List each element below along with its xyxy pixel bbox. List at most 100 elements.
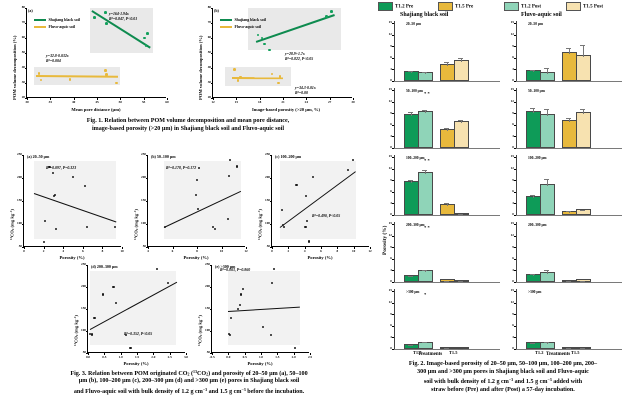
data-point-shajiang	[104, 11, 107, 14]
x-tick-label: T1.5	[449, 350, 458, 355]
data-point	[211, 225, 214, 228]
figure-2-legend-item-3: T1.5 Post	[566, 2, 603, 11]
x-axis-baseline	[516, 81, 622, 82]
x-tick-label: -0.5	[209, 355, 215, 359]
panel-tag: (b)	[214, 8, 219, 13]
y-tick-label: 3	[512, 200, 514, 205]
y-tick-label: 50	[142, 244, 146, 249]
y-tick-label: 250	[141, 152, 146, 157]
x-axis-title: Porosity (%)	[247, 361, 273, 366]
y-tick-label: 150	[265, 198, 270, 203]
error-bar	[410, 70, 412, 73]
x-tick-label: 2	[287, 249, 290, 253]
figure-2-caption: Fig. 2. Image-based porosity of 20–50 µm…	[372, 361, 634, 394]
y-tick-label: 100	[205, 328, 210, 333]
statistics-annotation: R2=0.097, P=0.323	[46, 166, 77, 171]
statistics-annotation: R2=0.352, P<0.05	[124, 332, 153, 337]
data-point-shajiang	[105, 22, 108, 26]
error-bar-cap	[544, 68, 549, 70]
error-bar-cap	[580, 44, 585, 46]
error-bar-cap	[458, 281, 463, 283]
x-tick-label: 2.0	[151, 355, 156, 359]
x-tick-label: 10	[120, 249, 124, 253]
figure-1-panel-b: 12 15 18 21 24 27 30 20 30 40 50 60 70 80 (b) Image-bas…	[190, 6, 358, 114]
figure-2: T1.2 Pre T1.5 Pre T1.2 Post T1.5 Post Shaji…	[376, 0, 636, 407]
x-tick-label: 45	[95, 100, 99, 104]
x-axis-baseline	[394, 349, 500, 350]
y-tick-label: 0	[512, 78, 514, 83]
figure-2-plot: 0 3 6 9 12 15 200–300 µm	[511, 221, 622, 283]
y-tick-label: 12	[388, 165, 392, 170]
error-bar-cap	[566, 211, 571, 213]
figure-3-plot-e: -0.5 0.0 0.5 1.0 1.5 2.0 2.5 50 100 150 200 250	[205, 263, 312, 359]
bar-t15-post	[454, 121, 469, 149]
data-point	[227, 174, 230, 177]
y-tick-label: 6	[390, 55, 392, 60]
data-point	[194, 193, 197, 197]
y-tick-label: 80	[207, 5, 211, 10]
figure-2-plot: 0 3 6 9 12 15 >300 µm T1.2 T1.5	[511, 288, 622, 355]
y-tick-label: 60	[207, 35, 211, 40]
figure-1-plot-a: 30 35 40 45 50 55 60 20 30 40 50 60 70 80	[22, 6, 169, 104]
figure-1: 30 35 40 45 50 55 60 20 30 40 50 60 70 80 (a) Mean pore…	[0, 0, 376, 150]
equation-yellow: y=34.3-0.01x R2=0.00	[295, 86, 316, 95]
data-point	[155, 268, 158, 271]
data-point	[54, 193, 57, 197]
y-tick-label: 150	[205, 306, 210, 311]
error-bar-cap	[408, 180, 413, 182]
y-tick-label: 12	[510, 31, 514, 36]
data-point	[282, 224, 285, 227]
error-bar	[446, 61, 448, 66]
figure-2-plot: 0 3 6 9 12 15 100–200 µm * *	[389, 154, 500, 216]
error-bar-cap	[408, 70, 413, 72]
bar-t15-pre	[440, 204, 455, 216]
bar-t12-post	[540, 71, 555, 82]
data-point	[229, 159, 232, 162]
y-tick-label: 0	[512, 346, 514, 351]
error-bar-cap	[566, 48, 571, 49]
x-tick-label: 3.0	[183, 355, 189, 359]
x-tick-label: 8	[196, 249, 198, 253]
confidence-band	[89, 271, 177, 345]
y-tick-label: 0	[390, 212, 392, 217]
statistics-annotation: R2=0.490, P<0.05	[312, 214, 341, 219]
error-bar-cap	[422, 341, 427, 343]
y-tick-label: 6	[512, 189, 514, 194]
x-tick-label: 6	[320, 249, 322, 253]
error-bar-cap	[530, 342, 535, 344]
y-tick-label: 6	[512, 122, 514, 127]
y-tick-label: 150	[81, 306, 86, 311]
figure-3-caption-line-3: and Fluvo-aquic soil with bulk density o…	[73, 386, 305, 395]
y-tick-label: 12	[510, 299, 514, 304]
data-point	[295, 183, 298, 186]
data-point	[101, 293, 104, 296]
x-tick-label: 12	[244, 249, 248, 253]
significance-marker: * *	[424, 158, 430, 163]
bar-t12-post	[540, 113, 555, 149]
y-tick-label: 150	[141, 198, 146, 203]
y-tick-label: 3	[512, 66, 514, 71]
y-tick-label: 12	[388, 299, 392, 304]
x-axis-baseline	[516, 215, 622, 216]
significance-marker: * *	[424, 91, 430, 96]
y-axis-title: 13CO2 (mg kg−1)	[133, 209, 139, 240]
bar-t15-pre	[440, 128, 455, 149]
figure-2-panel-shajiang-4: 0 3 6 9 12 15 >300 µm * T1.2 T1.5	[378, 288, 502, 355]
y-tick-label: 6	[390, 323, 392, 328]
y-axis	[516, 155, 517, 216]
x-tick-label: 0	[271, 249, 273, 253]
bar-t15-pre	[440, 64, 455, 82]
figure-2-x-axis-title-left: Treatments	[418, 352, 443, 357]
figure-2-panel-fluvo-3: 0 3 6 9 12 15 200–300 µm	[500, 221, 624, 285]
x-tick-label: 8	[101, 249, 104, 253]
data-point	[166, 281, 170, 284]
data-point	[237, 307, 240, 311]
bar-t12-pre	[526, 195, 541, 216]
y-tick-label: 15	[510, 221, 514, 226]
equation-green: y=28.9+1.7x R2=0.822, P<0.05	[285, 52, 314, 61]
data-point	[311, 175, 314, 178]
x-axis-baseline	[516, 148, 622, 149]
x-tick-label: 0.5	[242, 355, 247, 359]
error-bar-cap	[530, 194, 535, 196]
